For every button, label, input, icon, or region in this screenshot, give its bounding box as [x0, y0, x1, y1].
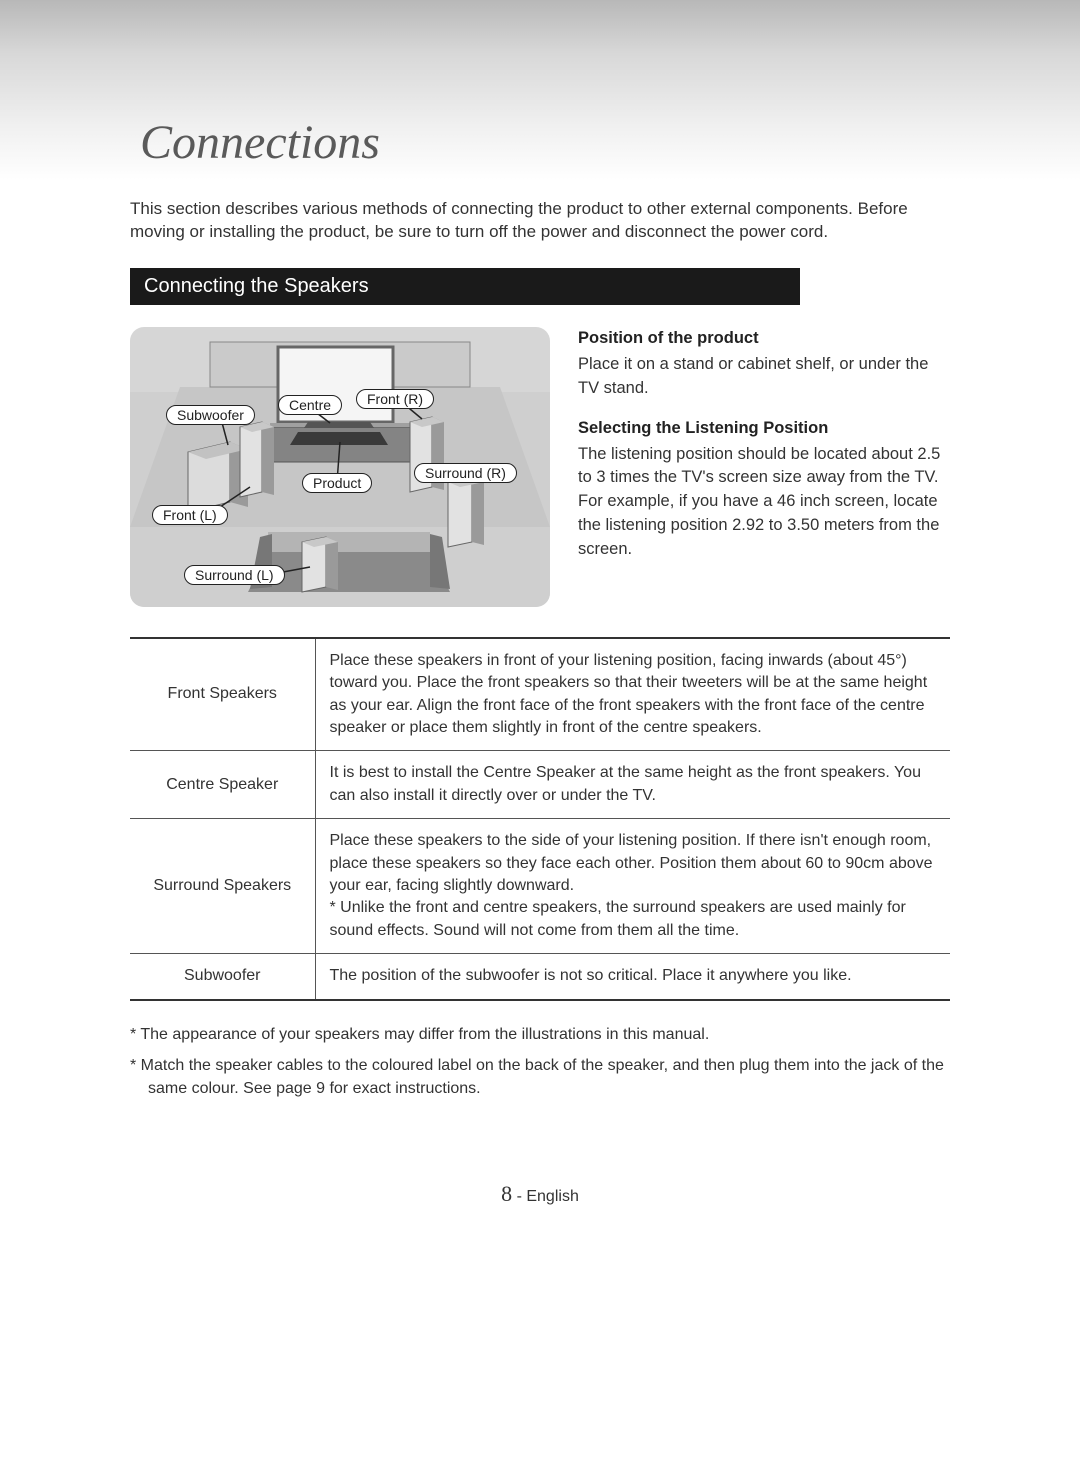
- note-item: * Match the speaker cables to the colour…: [130, 1054, 950, 1100]
- diagram-label-front-l: Front (L): [152, 505, 228, 525]
- footnotes: * The appearance of your speakers may di…: [130, 1023, 950, 1101]
- diagram-and-text-row: Subwoofer Centre Front (R) Product Surro…: [130, 327, 950, 607]
- diagram-label-surround-r: Surround (R): [414, 463, 517, 483]
- footer-separator: -: [512, 1188, 526, 1205]
- diagram-label-centre: Centre: [278, 395, 342, 415]
- table-label-front: Front Speakers: [130, 638, 315, 751]
- table-desc-surround: Place these speakers to the side of your…: [315, 819, 950, 954]
- diagram-label-subwoofer: Subwoofer: [166, 405, 255, 425]
- table-row: Surround Speakers Place these speakers t…: [130, 819, 950, 954]
- note-item: * The appearance of your speakers may di…: [130, 1023, 950, 1046]
- table-label-subwoofer: Subwoofer: [130, 954, 315, 1000]
- diagram-label-front-r: Front (R): [356, 389, 434, 409]
- footer-language: English: [526, 1188, 578, 1205]
- side-heading-listening: Selecting the Listening Position: [578, 417, 950, 441]
- table-label-centre: Centre Speaker: [130, 751, 315, 819]
- page-footer: 8 - English: [0, 1181, 1080, 1207]
- page-number: 8: [501, 1181, 512, 1206]
- intro-text: This section describes various methods o…: [130, 198, 950, 244]
- speaker-placement-table: Front Speakers Place these speakers in f…: [130, 637, 950, 1001]
- side-text-column: Position of the product Place it on a st…: [578, 327, 950, 607]
- table-desc-front: Place these speakers in front of your li…: [315, 638, 950, 751]
- side-para-position: Place it on a stand or cabinet shelf, or…: [578, 353, 950, 401]
- table-desc-subwoofer: The position of the subwoofer is not so …: [315, 954, 950, 1000]
- table-label-surround: Surround Speakers: [130, 819, 315, 954]
- table-row: Centre Speaker It is best to install the…: [130, 751, 950, 819]
- diagram-label-product: Product: [302, 473, 372, 493]
- side-heading-position: Position of the product: [578, 327, 950, 351]
- table-desc-centre: It is best to install the Centre Speaker…: [315, 751, 950, 819]
- section-heading-bar: Connecting the Speakers: [130, 268, 800, 305]
- table-row: Front Speakers Place these speakers in f…: [130, 638, 950, 751]
- table-row: Subwoofer The position of the subwoofer …: [130, 954, 950, 1000]
- content-area: This section describes various methods o…: [0, 180, 1080, 1100]
- diagram-label-surround-l: Surround (L): [184, 565, 285, 585]
- header-band: Connections: [0, 0, 1080, 180]
- page-title: Connections: [140, 115, 380, 170]
- speaker-layout-diagram: Subwoofer Centre Front (R) Product Surro…: [130, 327, 550, 607]
- side-para-listening: The listening position should be located…: [578, 443, 950, 563]
